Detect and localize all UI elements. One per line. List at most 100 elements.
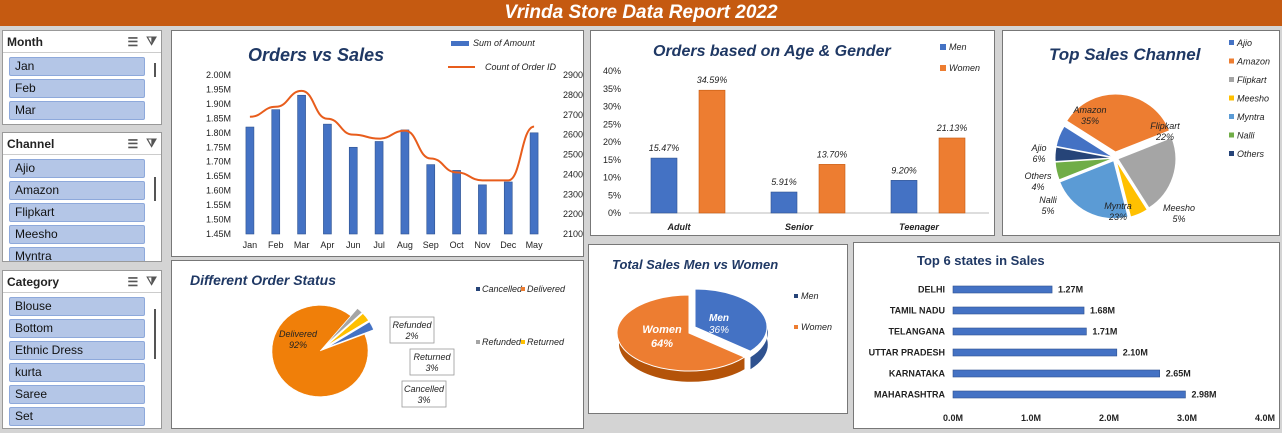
x-tick-label: Jan [243,240,258,250]
legend-swatch-men [794,294,798,298]
x-tick-label: Senior [785,222,814,232]
y-tick-label: 1.85M [206,113,231,123]
legend-label: Myntra [1237,112,1265,122]
bar-maharashtra [953,391,1185,398]
slicer-item-feb[interactable]: Feb [9,79,145,98]
slicer-item-set[interactable]: Set [9,407,145,426]
slice-label: Cancelled [404,384,445,394]
clear-filter-icon[interactable]: ⧩ [146,34,157,49]
slice-pct: 5% [1041,206,1054,216]
chart-title: Different Order Status [190,272,336,288]
data-label: 21.13% [936,123,968,133]
slicer-scrollbar[interactable] [154,309,156,359]
legend-swatch-meesho [1229,96,1234,101]
y-tick-label: 1.60M [206,186,231,196]
bar-mar [298,95,306,234]
y-tick-label: 1.55M [206,200,231,210]
bar-uttar-pradesh [953,349,1117,356]
y-tick-label: 1.80M [206,128,231,138]
y-tick-label: UTTAR PRADESH [869,348,945,358]
slicer-item-blouse[interactable]: Blouse [9,297,145,316]
bar-delhi [953,286,1052,293]
bar-oct [453,170,461,234]
slice-label: Amazon [1072,105,1106,115]
slice-label: Nalli [1039,195,1058,205]
bar-nov [478,185,486,234]
slice-pct: 92% [289,340,307,350]
slicer-item-flipkart[interactable]: Flipkart [9,203,145,222]
legend-label: Flipkart [1237,75,1267,85]
y-tick-label: 5% [608,190,621,200]
legend-swatch-ajio [1229,40,1234,45]
x-tick-label: Oct [450,240,465,250]
slicer-item-ethnic-dress[interactable]: Ethnic Dress [9,341,145,360]
slicer-header: Category☰⧩ [3,271,161,293]
multi-select-icon[interactable]: ☰ [128,275,139,289]
chart-title: Total Sales Men vs Women [612,257,778,272]
slice-label: Meesho [1163,203,1195,213]
legend-label: Meesho [1237,94,1269,104]
slice-pct: 6% [1032,154,1045,164]
x-tick-label: Nov [474,240,491,250]
y2-tick-label: 2300 [563,189,583,199]
data-label: 5.91% [771,177,797,187]
y2-tick-label: 2200 [563,209,583,219]
legend-swatch-nalli [1229,133,1234,138]
clear-filter-icon[interactable]: ⧩ [146,274,157,289]
legend-swatch-sum-of-amount [451,41,469,46]
x-tick-label: 0.0M [943,413,963,423]
bar-tamil-nadu [953,307,1084,314]
legend-swatch-refunded [476,340,480,344]
slicer-item-amazon[interactable]: Amazon [9,181,145,200]
legend-label: Refunded [482,337,522,347]
slice-pct: 35% [1081,116,1099,126]
legend-label: Amazon [1236,57,1270,67]
report-banner: Vrinda Store Data Report 2022 [0,0,1282,26]
y-tick-label: TAMIL NADU [890,306,945,316]
y-tick-label: MAHARASHTRA [874,390,945,400]
slicer-item-mar[interactable]: Mar [9,101,145,120]
slicer-item-saree[interactable]: Saree [9,385,145,404]
bar-dec [504,182,512,234]
bar-aug [401,130,409,234]
slicer-item-myntra[interactable]: Myntra [9,247,145,262]
category-slicer: Category☰⧩ Blouse Bottom Ethnic Dress ku… [2,270,162,429]
legend-swatch-myntra [1229,114,1234,119]
slicer-item-ajio[interactable]: Ajio [9,159,145,178]
y-tick-label: 1.75M [206,142,231,152]
y-tick-label: KARNATAKA [889,369,946,379]
slice-pct: 4% [1031,182,1044,192]
x-tick-label: Sep [423,240,439,250]
y-tick-label: 1.95M [206,84,231,94]
slicer-title: Month [7,35,120,49]
slicer-title: Channel [7,137,120,151]
slice-pct: 3% [425,363,438,373]
clear-filter-icon[interactable]: ⧩ [146,136,157,151]
data-label: 2.10M [1123,348,1148,358]
chart-title: Orders based on Age & Gender [653,43,891,61]
slicer-scrollbar[interactable] [154,177,156,201]
chart-title: Orders vs Sales [248,45,384,66]
x-tick-label: Teenager [899,222,939,232]
legend-label: Cancelled [482,284,523,294]
slicer-item-bottom[interactable]: Bottom [9,319,145,338]
x-tick-label: Jul [373,240,385,250]
slicer-item-kurta[interactable]: kurta [9,363,145,382]
multi-select-icon[interactable]: ☰ [128,35,139,49]
multi-select-icon[interactable]: ☰ [128,137,139,151]
bar-sep [427,165,435,234]
slicer-header: Month ☰ ⧩ [3,31,161,53]
legend-label: Others [1237,149,1265,159]
data-label: 9.20% [891,165,917,175]
slicer-scrollbar[interactable] [154,63,156,77]
slicer-header: Channel ☰ ⧩ [3,133,161,155]
data-label: 1.71M [1092,327,1117,337]
slice-pct: 36% [709,325,729,336]
bar-jun [349,147,357,234]
slicer-item-meesho[interactable]: Meesho [9,225,145,244]
slice-label: Women [642,324,682,336]
slicer-item-jan[interactable]: Jan [9,57,145,76]
